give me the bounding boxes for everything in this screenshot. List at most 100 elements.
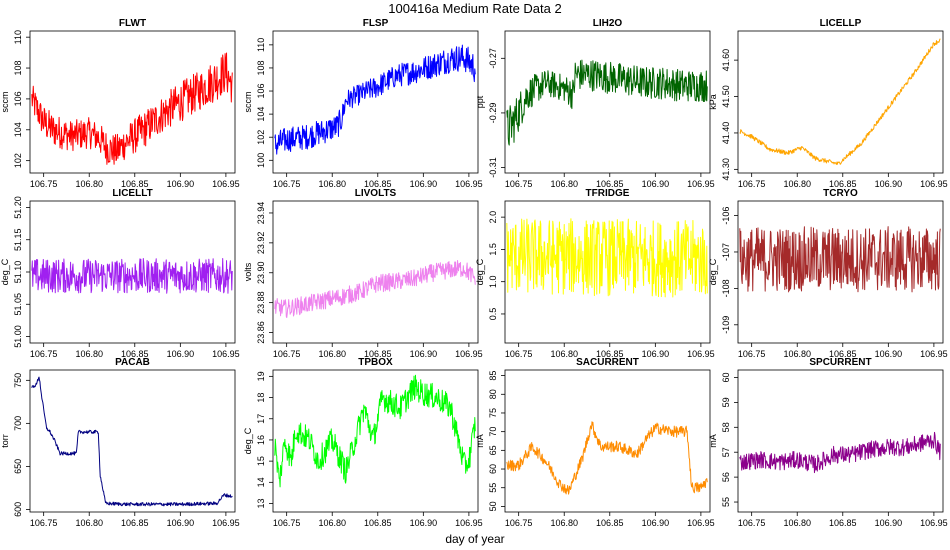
y-tick-label: 14 [256,477,266,487]
y-tick-label: 58 [721,422,731,432]
x-tick-label: 106.75 [273,349,301,359]
data-series-lih2o [506,59,708,146]
plot-frame [272,369,479,513]
x-tick-label: 106.95 [455,518,483,528]
x-tick-label: 106.90 [167,518,195,528]
x-tick-label: 106.75 [30,349,58,359]
panel-title: FLWT [119,18,146,29]
y-axis-label: torr [0,434,10,448]
y-axis-label: mA [708,434,718,448]
plot-frame [29,30,236,174]
y-tick-label: 1.5 [488,243,498,256]
panel-title: LIH2O [593,18,623,29]
y-axis-label: deg_C [243,427,253,454]
y-tick-label: 57 [721,447,731,457]
y-axis-label: deg_C [475,258,485,285]
y-tick-label: 51.00 [13,325,23,348]
y-tick-label: -0.29 [488,103,498,124]
y-tick-label: -107 [721,243,731,261]
y-tick-label: 75 [488,408,498,418]
y-tick-label: 106 [13,91,23,106]
y-tick-label: 23.88 [256,291,266,314]
panel-sacurrent: SACURRENT mA 106.75 106.80 106.85 106.90 106.9… [475,357,715,528]
x-tick-label: 106.85 [596,518,624,528]
x-tick-label: 106.85 [829,179,857,189]
y-tick-label: 700 [13,416,23,431]
x-tick-label: 106.80 [75,518,103,528]
y-tick-label: 51.20 [13,196,23,219]
panel-licellt: LICELLT deg_C 106.75 106.80 106.85 106.90 106.… [0,188,240,359]
panel-title: FLSP [363,18,389,29]
panel-title: LICELLT [112,188,152,199]
y-tick-label: 51.10 [13,261,23,284]
x-tick-label: 106.95 [455,179,483,189]
x-tick-label: 106.95 [687,518,715,528]
x-tick-label: 106.80 [550,179,578,189]
plot-frame [737,30,944,174]
plot-frame [737,369,944,513]
y-tick-label: 50 [488,501,498,511]
plot-frame [272,30,479,174]
panel-tpbox: TPBOX deg_C 106.75 106.80 106.85 106.90 106.95… [243,357,483,528]
x-tick-label: 106.95 [212,518,240,528]
x-tick-label: 106.95 [455,349,483,359]
panel-lih2o: LIH2O ppt 106.75 106.80 106.85 106.90 106.95 -0… [475,18,715,189]
x-tick-label: 106.85 [121,179,149,189]
x-tick-label: 106.75 [505,518,533,528]
y-tick-label: 23.92 [256,232,266,255]
x-tick-label: 106.90 [642,179,670,189]
data-series-spcurrent [739,431,941,474]
x-tick-label: 106.75 [505,179,533,189]
y-tick-label: 13 [256,499,266,509]
y-tick-label: 110 [13,30,23,44]
y-axis-label: deg_C [0,258,10,285]
panel-tfridge: TFRIDGE deg_C 106.75 106.80 106.85 106.90 106.… [475,188,715,359]
x-tick-label: 106.95 [687,179,715,189]
x-tick-label: 106.90 [642,518,670,528]
y-tick-label: 18 [256,393,266,403]
x-tick-label: 106.80 [783,518,811,528]
y-tick-label: 65 [488,445,498,455]
data-series-tcryo [739,226,941,293]
y-tick-label: 104 [13,122,23,137]
y-tick-label: -0.31 [488,157,498,178]
x-tick-label: 106.80 [318,518,346,528]
x-tick-label: 106.85 [596,349,624,359]
y-tick-label: -108 [721,279,731,297]
y-tick-label: 59 [721,397,731,407]
x-tick-label: 106.85 [364,518,392,528]
y-tick-label: 106 [256,84,266,99]
x-tick-label: 106.75 [30,179,58,189]
panel-title: LIVOLTS [355,188,397,199]
panel-title: TFRIDGE [586,188,630,199]
y-tick-label: 600 [13,502,23,517]
panel-flwt: FLWT sccm 106.75 106.80 106.85 106.90 106.95 10… [0,18,240,189]
y-tick-label: 104 [256,107,266,122]
x-tick-label: 106.95 [920,179,948,189]
plot-frame [504,200,711,344]
y-tick-label: 55 [721,497,731,507]
y-tick-label: 51.05 [13,293,23,316]
y-tick-label: 55 [488,483,498,493]
y-tick-label: 650 [13,459,23,474]
y-tick-label: 100 [256,153,266,168]
x-tick-label: 106.90 [410,349,438,359]
x-tick-label: 106.75 [273,518,301,528]
x-tick-label: 106.90 [875,349,903,359]
data-series-tfridge [506,218,708,298]
x-tick-label: 106.90 [167,349,195,359]
plot-frame [29,369,236,513]
x-tick-label: 106.95 [212,179,240,189]
x-tick-label: 106.95 [687,349,715,359]
y-tick-label: 70 [488,427,498,437]
x-axis-label: day of year [445,532,504,546]
y-tick-label: 60 [721,372,731,382]
x-tick-label: 106.75 [738,518,766,528]
x-tick-label: 106.85 [364,349,392,359]
y-tick-label: 19 [256,371,266,381]
y-tick-label: 108 [13,61,23,76]
y-tick-label: 80 [488,389,498,399]
y-tick-label: 23.94 [256,202,266,225]
plot-frame [504,30,711,174]
